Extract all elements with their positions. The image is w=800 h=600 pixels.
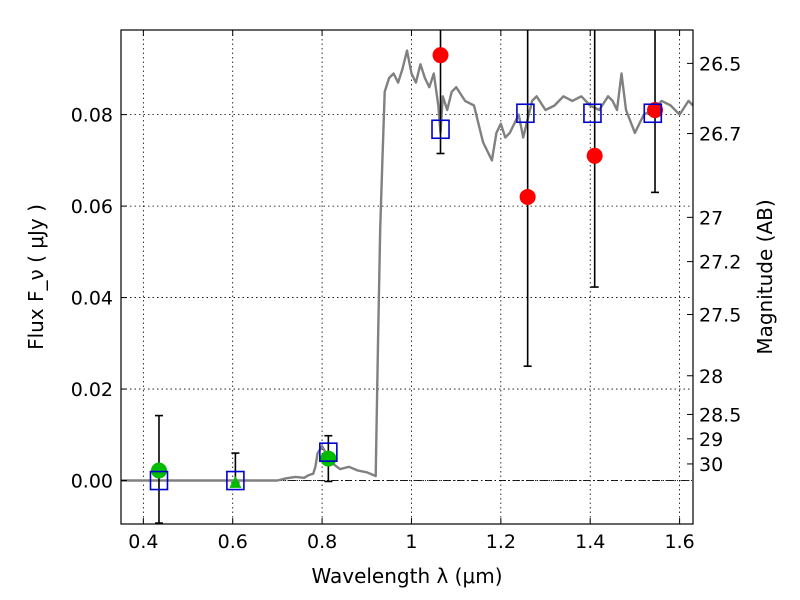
synthetic-point <box>149 470 169 491</box>
x-tick-label: 1.6 <box>664 531 694 553</box>
synthetic-point <box>583 103 602 124</box>
x-axis-title: Wavelength λ (μm) <box>311 564 502 588</box>
y-axis-title: Flux F_ν ( μJy ) <box>24 204 48 350</box>
x-tick-label: 1.4 <box>575 531 605 553</box>
x-tick-label: 1.2 <box>486 531 516 553</box>
y2-tick-label: 26.5 <box>699 53 741 75</box>
data-markers <box>149 47 664 491</box>
synthetic-point <box>431 119 450 140</box>
y2-tick-label: 27.2 <box>699 252 741 274</box>
detected-point <box>150 462 167 479</box>
y2-tick-label: 28.5 <box>699 404 741 426</box>
detected-limit-point <box>229 475 242 488</box>
synthetic-point <box>226 470 245 491</box>
nondetected-point <box>647 102 664 119</box>
grid-lines <box>121 30 693 524</box>
y-tick-label: 0.02 <box>71 379 113 401</box>
plot-frame <box>120 29 694 525</box>
y2-axis-title: Magnitude (AB) <box>753 199 777 354</box>
nondetected-point <box>519 188 536 205</box>
synthetic-point <box>319 442 338 462</box>
y2-tick-label: 29 <box>699 429 723 451</box>
y-tick-label: 0.04 <box>71 288 113 310</box>
synthetic-point <box>643 103 663 124</box>
y2-tick-label: 28 <box>699 366 723 388</box>
y-tick-label: 0.08 <box>71 105 113 127</box>
y2-tick-label: 26.7 <box>699 124 741 146</box>
x-tick-label: 0.4 <box>128 531 158 553</box>
y-tick-label: 0.06 <box>71 196 113 218</box>
model-spectrum-line <box>121 49 694 482</box>
x-tick-label: 0.6 <box>218 531 248 553</box>
nondetected-point <box>432 47 449 64</box>
synthetic-point <box>516 103 535 124</box>
x-tick-label: 0.8 <box>307 531 337 553</box>
detected-point <box>320 450 337 467</box>
y2-tick-label: 30 <box>699 454 723 476</box>
x-tick-label: 1 <box>405 531 417 553</box>
y2-tick-label: 27 <box>699 207 723 229</box>
y2-tick-label: 27.5 <box>699 304 741 326</box>
model-spectrum <box>121 49 694 482</box>
y-tick-label: 0.00 <box>71 471 113 493</box>
axis-ticks: 0.4 0.6 0.8 1 1.2 1.4 1.6 0.00 0.02 0.04 0.06 0.08 2… <box>71 30 741 553</box>
nondetected-point <box>586 147 603 164</box>
